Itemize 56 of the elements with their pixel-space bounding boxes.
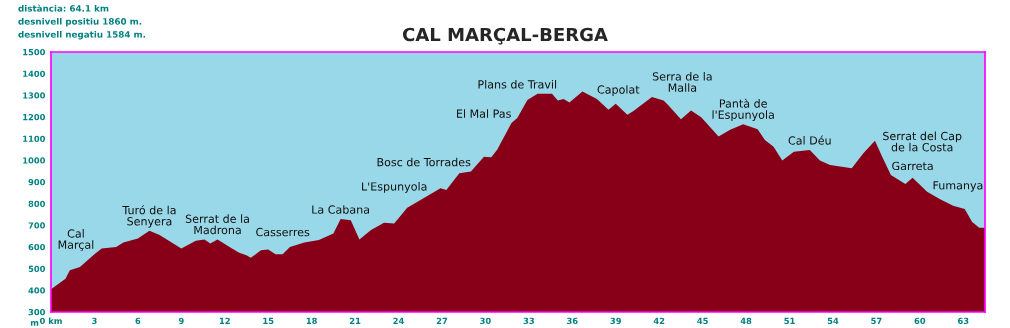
text: distància: 64.1 km xyxy=(18,4,109,12)
x-tick-label: 60 xyxy=(914,317,926,325)
y-tick-label: 900 xyxy=(28,178,46,186)
x-tick-label: 51 xyxy=(784,317,795,325)
x-tick-label: 3 xyxy=(92,317,97,325)
x-tick-label: 33 xyxy=(523,317,534,325)
y-tick-label: 1500 xyxy=(23,48,46,56)
y-tick-label: 600 xyxy=(28,243,46,251)
annotation: Capolat xyxy=(597,85,640,96)
x-tick-label: 27 xyxy=(436,317,448,324)
x-tick-label: 9 xyxy=(178,317,184,325)
y-tick-label: 1400 xyxy=(23,70,46,77)
x-tick-label: 63 xyxy=(958,317,969,325)
y-tick-label: 500 xyxy=(28,265,46,272)
text: desnivell negatiu 1584 m. xyxy=(18,30,146,40)
y-tick-label: 300 xyxy=(28,308,46,316)
annotation: Pantà de l'Espunyola xyxy=(712,98,774,122)
y-tick-label: 1300 xyxy=(23,92,46,99)
annotation: Garreta xyxy=(892,161,933,171)
y-tick-label: 1200 xyxy=(23,113,46,121)
x-tick-label: 12 xyxy=(219,317,230,324)
x-tick-label: 45 xyxy=(697,317,708,325)
annotation: Turó de la Senyera xyxy=(122,205,176,228)
annotation: El Mal Pas xyxy=(457,109,511,118)
y-axis-title: m xyxy=(30,321,39,326)
annotation: La Cabana xyxy=(312,205,370,214)
x-tick-label: 48 xyxy=(740,317,752,325)
x-tick-label: 36 xyxy=(567,317,578,325)
annotation: Bosc de Torrades xyxy=(377,157,471,167)
chart-title: CAL MARÇAL-BERGA xyxy=(402,27,608,45)
annotation: Cal Déu xyxy=(788,135,831,145)
text: desnivell positiu 1860 m. xyxy=(18,17,142,27)
annotation: Serrat de la Madrona xyxy=(185,214,249,235)
x-tick-label: 39 xyxy=(610,317,622,325)
annotation: Fumanya xyxy=(933,181,983,192)
y-tick-label: 1000 xyxy=(23,157,46,164)
x-tick-label: 57 xyxy=(871,317,882,325)
x-tick-label: 24 xyxy=(393,317,404,324)
x-tick-label: 0 km xyxy=(39,317,62,325)
x-tick-label: 6 xyxy=(135,317,141,325)
x-tick-label: 21 xyxy=(349,317,361,324)
y-tick-label: 400 xyxy=(28,287,46,294)
y-tick-label: 700 xyxy=(28,222,46,229)
x-tick-label: 18 xyxy=(306,317,317,325)
x-tick-label: 54 xyxy=(827,317,839,325)
annotation: Serrat del Cap de la Costa xyxy=(883,131,962,152)
annotation: Cal Marçal xyxy=(58,229,94,251)
annotation: Plans de Travil xyxy=(478,79,557,89)
y-tick-label: 800 xyxy=(28,200,46,207)
annotation: Serra de la Malla xyxy=(652,72,712,92)
y-tick-label: 1100 xyxy=(23,135,46,142)
x-tick-label: 15 xyxy=(263,317,274,325)
annotation: L'Espunyola xyxy=(362,182,427,193)
x-tick-label: 42 xyxy=(653,317,665,324)
annotation: Casserres xyxy=(256,227,310,237)
x-tick-label: 30 xyxy=(480,317,491,325)
